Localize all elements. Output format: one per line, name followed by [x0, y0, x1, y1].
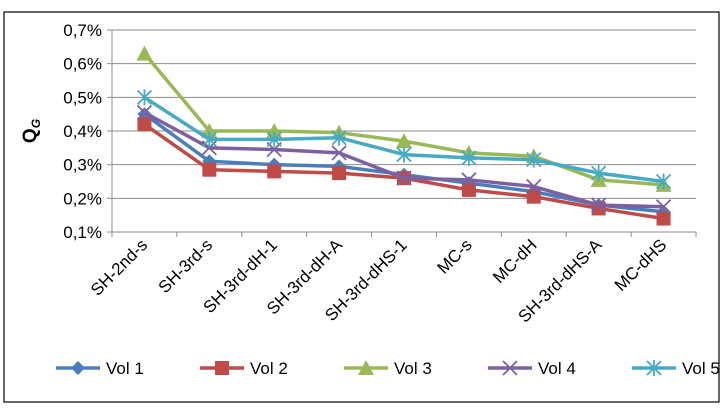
data-point-vol-5: [655, 173, 672, 190]
legend-label: Vol 4: [538, 359, 576, 378]
data-point-vol-2: [267, 164, 282, 179]
data-point-vol-5: [201, 131, 217, 148]
legend-marker-diamond: [71, 361, 85, 375]
legend: Vol 1 Vol 2 Vol 3 Vol 4 Vol 5: [56, 359, 720, 378]
y-tick-label: 0,1%: [63, 223, 102, 242]
y-tick-label: 0,6%: [63, 55, 102, 74]
y-tick-label: 0,2%: [63, 189, 102, 208]
y-tick-label: 0,3%: [63, 156, 102, 175]
data-point-vol-4: [461, 172, 477, 188]
data-point-vol-4: [396, 170, 412, 186]
data-point-vol-4: [526, 178, 542, 195]
legend-item-vol-1: Vol 1: [56, 359, 144, 378]
data-point-vol-2: [461, 182, 476, 197]
legend-item-vol-5: Vol 5: [632, 359, 720, 378]
data-point-vol-5: [136, 89, 153, 106]
data-point-vol-2: [202, 162, 217, 177]
data-point-vol-5: [396, 146, 412, 163]
data-point-vol-4: [136, 104, 153, 121]
legend-marker-triangle: [358, 360, 374, 375]
legend-label: Vol 5: [682, 359, 720, 378]
data-point-vol-5: [331, 129, 347, 146]
data-point-vol-2: [137, 117, 152, 132]
data-point-vol-4: [331, 145, 347, 161]
data-point-vol-2: [526, 189, 541, 204]
data-point-vol-3: [136, 45, 153, 61]
legend-marker-star: [646, 360, 662, 376]
legend-label: Vol 3: [394, 359, 432, 378]
data-point-vol-2: [656, 211, 671, 226]
y-tick-label: 0,7%: [63, 21, 102, 40]
y-tick-label: 0,5%: [63, 88, 102, 107]
y-axis: 0,1% 0,2% 0,3% 0,4% 0,5% 0,6% 0,7%: [63, 21, 113, 242]
legend-item-vol-3: Vol 3: [344, 359, 432, 378]
legend-label: Vol 1: [106, 359, 144, 378]
legend-marker-square: [215, 361, 229, 375]
legend-label: Vol 2: [250, 359, 288, 378]
y-axis-label-subscript: G: [29, 119, 43, 128]
data-point-vol-5: [591, 165, 607, 182]
data-point-vol-5: [461, 149, 477, 166]
data-point-vol-5: [266, 131, 282, 148]
data-point-vol-4: [591, 197, 607, 213]
y-axis-label: QG: [20, 119, 43, 143]
data-point-vol-2: [332, 166, 347, 181]
legend-marker-x: [502, 360, 518, 376]
plot-series: [136, 45, 672, 226]
data-point-vol-3: [396, 133, 412, 149]
data-point-vol-5: [526, 151, 542, 168]
legend-item-vol-4: Vol 4: [488, 359, 576, 378]
y-tick-label: 0,4%: [63, 122, 102, 141]
y-axis-label-main: Q: [20, 128, 41, 143]
data-point-vol-4: [655, 199, 672, 215]
legend-item-vol-2: Vol 2: [200, 359, 288, 378]
